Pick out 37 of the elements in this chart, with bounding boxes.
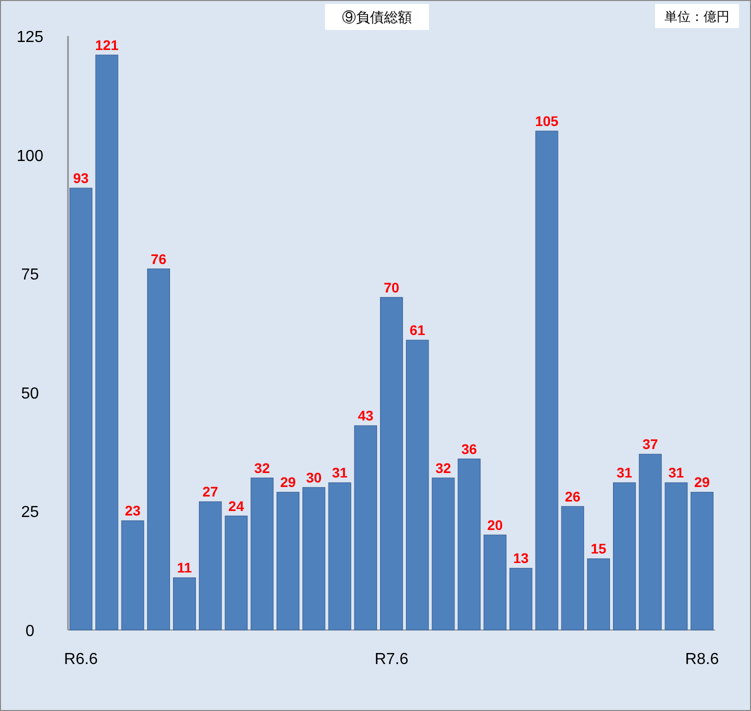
x-tick-label: R6.6 bbox=[64, 651, 98, 668]
y-tick-label: 25 bbox=[21, 504, 39, 522]
data-label: 29 bbox=[280, 474, 296, 490]
data-label: 29 bbox=[694, 474, 710, 490]
data-label: 37 bbox=[642, 436, 658, 452]
y-tick-label: 125 bbox=[16, 29, 44, 46]
y-tick-label: 100 bbox=[16, 148, 44, 165]
data-label: 24 bbox=[228, 498, 244, 514]
data-label: 76 bbox=[150, 250, 167, 267]
data-label: 31 bbox=[332, 464, 348, 481]
y-tick-label: 50 bbox=[21, 385, 39, 402]
y-tick-label: 0 bbox=[26, 623, 35, 640]
data-label: 31 bbox=[668, 464, 684, 481]
data-label: 36 bbox=[461, 440, 478, 457]
data-label: 11 bbox=[177, 560, 192, 576]
data-label: 70 bbox=[384, 279, 400, 296]
data-label: 23 bbox=[124, 502, 141, 519]
data-label: 93 bbox=[73, 170, 89, 186]
data-label: 43 bbox=[358, 408, 374, 424]
data-label: 20 bbox=[487, 516, 504, 533]
data-label: 26 bbox=[564, 488, 581, 504]
data-label: 32 bbox=[435, 460, 452, 476]
y-tick-label: 75 bbox=[21, 266, 39, 284]
data-label: 27 bbox=[202, 484, 218, 500]
chart-title: ⑨負債総額 bbox=[342, 9, 412, 25]
annotation: 単位：億円 bbox=[655, 4, 739, 28]
x-tick-label: R8.6 bbox=[685, 651, 720, 668]
data-label: 32 bbox=[254, 460, 270, 476]
data-label: 31 bbox=[616, 464, 632, 481]
data-label: 61 bbox=[410, 322, 426, 338]
data-label: 13 bbox=[513, 550, 529, 566]
data-label: 105 bbox=[535, 113, 559, 130]
data-label: 30 bbox=[306, 469, 322, 486]
data-label: 15 bbox=[590, 540, 607, 557]
title: ⑨負債総額 bbox=[325, 4, 429, 30]
data-label: 121 bbox=[95, 37, 119, 54]
x-tick-label: R7.6 bbox=[374, 651, 408, 668]
